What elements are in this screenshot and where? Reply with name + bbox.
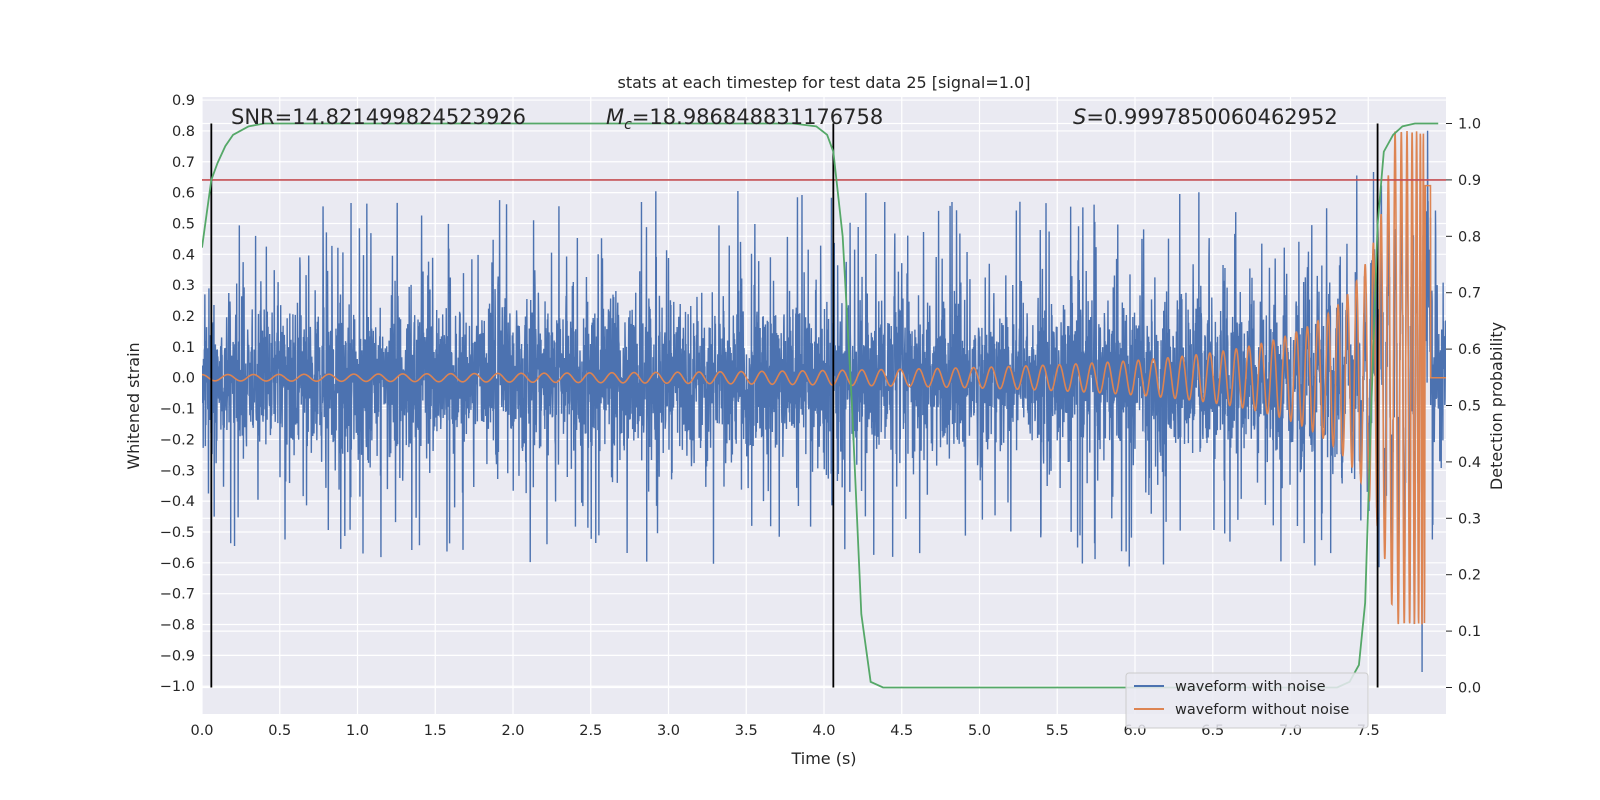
x-tick-label: 0.0 <box>190 723 213 739</box>
x-tick-label: 0.5 <box>268 723 291 739</box>
x-tick-label: 1.0 <box>346 723 369 739</box>
legend-box <box>1125 672 1369 729</box>
x-tick-label: 3.5 <box>735 723 758 739</box>
y2-axis-label: Detection probability <box>1487 322 1506 490</box>
y-tick-label: −0.3 <box>160 463 195 479</box>
y-tick-label: −0.6 <box>160 556 195 572</box>
x-tick-label: 2.5 <box>579 723 602 739</box>
x-tick-label: 1.5 <box>424 723 447 739</box>
y2-tick-label: 0.3 <box>1458 511 1481 527</box>
y-tick-label: 0.9 <box>172 93 195 109</box>
y2-tick-label: 0.9 <box>1458 173 1481 189</box>
y-tick-label: 0.5 <box>172 216 195 232</box>
series-waveform-without-noise <box>202 130 1446 625</box>
y-tick-label: 0.1 <box>172 340 195 356</box>
s-symbol: S <box>1073 105 1086 129</box>
y-tick-label: −0.4 <box>160 494 195 510</box>
x-axis-label: Time (s) <box>790 749 856 768</box>
y2-tick-label: 0.0 <box>1458 680 1481 696</box>
y-tick-label: 0.8 <box>172 124 195 140</box>
x-tick-label: 3.0 <box>657 723 680 739</box>
y-axis-label: Whitened strain <box>124 342 143 469</box>
y2-tick-label: 0.7 <box>1458 286 1481 302</box>
series-waveform-with-noise <box>202 130 1446 673</box>
chirp-mass-value: =18.986848831176758 <box>632 105 883 129</box>
y-tick-label: 0.0 <box>172 371 195 387</box>
x-tick-label: 4.5 <box>890 723 913 739</box>
s-annotation: S=0.9997850060462952 <box>1073 105 1338 129</box>
legend: waveform with noise waveform without noi… <box>1125 672 1369 729</box>
s-value: =0.9997850060462952 <box>1086 105 1337 129</box>
x-tick-label: 4.0 <box>812 723 835 739</box>
y-tick-label: −0.5 <box>160 525 195 541</box>
y2-tick-label: 0.6 <box>1458 342 1481 358</box>
y-tick-label: −0.8 <box>160 618 195 634</box>
y-tick-label: −0.7 <box>160 587 195 603</box>
y-tick-label: −0.9 <box>160 648 195 664</box>
y-tick-label: −0.1 <box>160 402 195 418</box>
legend-label-noise: waveform with noise <box>1175 679 1326 695</box>
y2-tick-label: 1.0 <box>1458 117 1481 133</box>
chart-title: stats at each timestep for test data 25 … <box>618 73 1031 92</box>
x-tick-label: 5.0 <box>968 723 991 739</box>
chirp-mass-symbol: M <box>606 105 624 129</box>
y2-tick-label: 0.5 <box>1458 399 1481 415</box>
series-group <box>202 122 1446 689</box>
y-tick-label: 0.6 <box>172 186 195 202</box>
y-tick-label: 0.2 <box>172 309 195 325</box>
y2-tick-label: 0.8 <box>1458 229 1481 245</box>
snr-annotation: SNR=14.821499824523926 <box>231 105 526 129</box>
y2-tick-label: 0.2 <box>1458 568 1481 584</box>
x-tick-label: 2.0 <box>501 723 524 739</box>
y-tick-label: −0.2 <box>160 432 195 448</box>
legend-label-clean: waveform without noise <box>1175 702 1349 718</box>
y-tick-label: 0.4 <box>172 247 195 263</box>
x-tick-label: 5.5 <box>1046 723 1069 739</box>
left-axis-ticks: 0.9 0.8 0.7 0.6 0.5 0.4 0.3 0.2 0.1 0.0 −0.1 −0.2 −0… <box>160 93 195 695</box>
y2-tick-label: 0.1 <box>1458 624 1481 640</box>
y-tick-label: 0.3 <box>172 278 195 294</box>
y-tick-label: 0.7 <box>172 155 195 171</box>
chirp-mass-subscript: c <box>624 117 632 133</box>
y2-tick-label: 0.4 <box>1458 455 1481 471</box>
right-axis-ticks: 1.0 0.9 0.8 0.7 0.6 0.5 0.4 0.3 0.2 0.1 0.0 <box>1446 117 1481 696</box>
chirp-mass-annotation: Mc=18.986848831176758 <box>606 105 883 133</box>
y-tick-label: −1.0 <box>160 679 195 695</box>
series-detection-probability <box>202 122 1439 689</box>
